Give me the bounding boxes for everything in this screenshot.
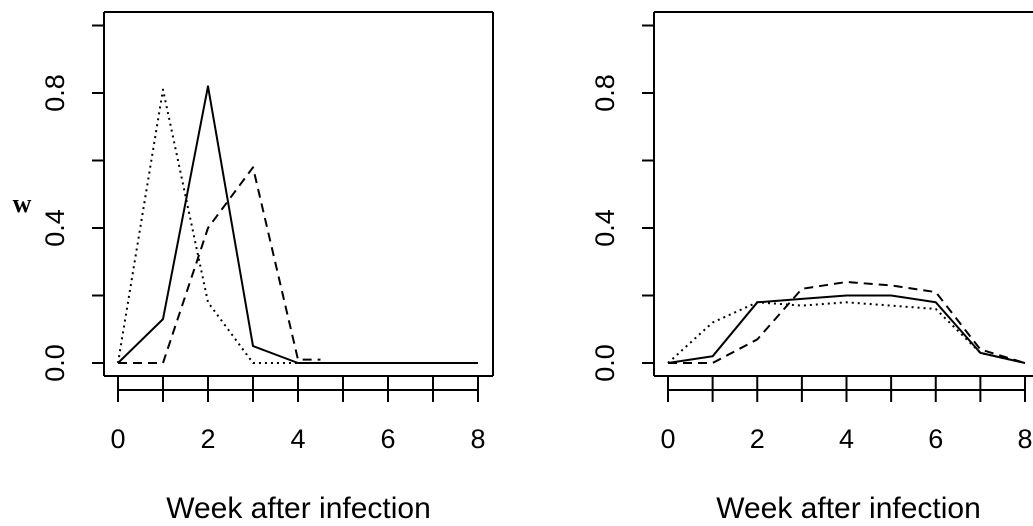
y-tick-label: 0.4 xyxy=(590,209,620,247)
x-tick-label: 2 xyxy=(750,424,765,454)
series-line-dotted xyxy=(667,301,1026,364)
x-tick-label: 0 xyxy=(660,424,675,454)
x-tick-label: 4 xyxy=(839,424,854,454)
series-line-solid xyxy=(667,294,1026,364)
x-tick-label: 8 xyxy=(1017,424,1032,454)
x-tick-label: 6 xyxy=(928,424,943,454)
x-tick-label: 8 xyxy=(470,424,485,454)
x-tick-label: 6 xyxy=(380,424,395,454)
y-tick-label: 0.0 xyxy=(40,344,70,382)
series-line-solid xyxy=(117,85,478,364)
series-line-dashed xyxy=(118,166,321,364)
x-axis-title: Week after infection xyxy=(166,492,431,525)
y-axis-title: w xyxy=(13,189,32,218)
x-axis-title: Week after infection xyxy=(716,492,981,525)
y-tick-label: 0.8 xyxy=(40,74,70,112)
x-tick-label: 0 xyxy=(110,424,125,454)
y-tick-label: 0.8 xyxy=(590,74,620,112)
series-line-dashed xyxy=(668,281,1026,364)
x-tick-label: 2 xyxy=(200,424,215,454)
series-line-dotted xyxy=(117,88,298,364)
y-tick-label: 0.0 xyxy=(590,344,620,382)
x-tick-label: 4 xyxy=(290,424,305,454)
y-tick-label: 0.4 xyxy=(40,209,70,247)
